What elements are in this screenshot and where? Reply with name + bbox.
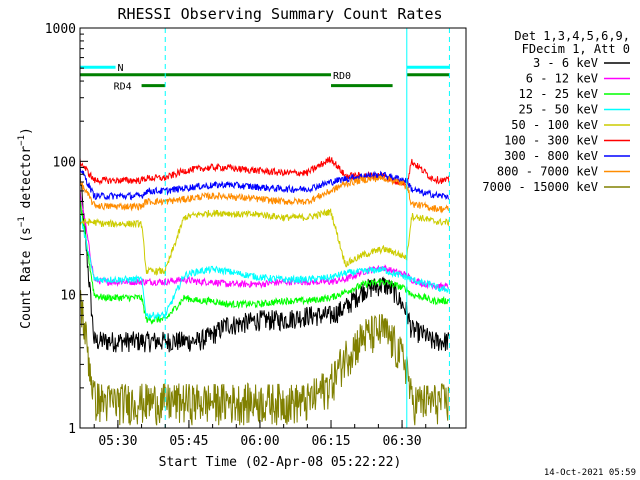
flag-label: RD0	[333, 71, 351, 82]
series-line	[79, 171, 450, 353]
series-line	[79, 156, 450, 187]
y-axis-label-part: detector	[19, 146, 34, 217]
series-line	[79, 175, 450, 214]
y-tick-label: 10	[60, 289, 76, 304]
y-tick-label: 1000	[45, 22, 76, 37]
y-axis-label-part: )	[19, 127, 34, 135]
y-tick-label: 100	[53, 155, 76, 170]
series-lines	[79, 156, 450, 426]
x-tick-label: 06:30	[382, 434, 421, 449]
flag-label: N	[118, 63, 124, 74]
legend-label: 12 - 25 keV	[519, 87, 598, 101]
legend-header-line: FDecim 1, Att 0	[522, 42, 630, 56]
y-axis-label: Count Rate (s−1 detector−1)	[17, 127, 34, 329]
legend-header-line: Det 1,3,4,5,6,9,	[514, 29, 630, 43]
legend: Det 1,3,4,5,6,9, FDecim 1, Att 0 3 - 6 k…	[482, 29, 630, 194]
x-tick-label: 05:45	[169, 434, 208, 449]
y-axis-label-exp: −1	[17, 216, 27, 227]
flag-bars: N RD0 RD4	[80, 63, 450, 93]
series-line	[79, 289, 450, 426]
legend-label: 25 - 50 keV	[519, 103, 598, 117]
legend-label: 100 - 300 keV	[504, 134, 598, 148]
legend-label: 3 - 6 keV	[533, 56, 598, 70]
legend-label: 6 - 12 keV	[526, 72, 598, 86]
legend-label: 800 - 7000 keV	[497, 165, 598, 179]
flag-label: RD4	[114, 82, 132, 93]
legend-label: 50 - 100 keV	[511, 118, 598, 132]
series-line	[79, 215, 449, 320]
x-tick-label: 06:15	[311, 434, 350, 449]
series-line	[79, 166, 449, 201]
series-line	[79, 198, 450, 325]
series-line	[79, 208, 450, 276]
timestamp: 14-Oct-2021 05:59	[544, 468, 636, 478]
y-axis: 1 10 100 1000	[45, 22, 88, 437]
y-axis-label-part: Count Rate (s	[19, 227, 34, 329]
x-axis: 05:30 05:45 06:00 06:15 06:30	[93, 420, 450, 449]
legend-label: 300 - 800 keV	[504, 149, 598, 163]
y-tick-label: 1	[68, 422, 76, 437]
x-tick-label: 06:00	[240, 434, 279, 449]
x-axis-label: Start Time (02-Apr-08 05:22:22)	[159, 455, 402, 470]
chart-title: RHESSI Observing Summary Count Rates	[117, 5, 442, 23]
x-tick-label: 05:30	[98, 434, 137, 449]
plot-frame	[79, 27, 467, 429]
y-axis-label-exp: −1	[17, 135, 27, 146]
legend-label: 7000 - 15000 keV	[482, 180, 598, 194]
series-line	[79, 188, 450, 292]
boundary-lines	[79, 28, 450, 428]
